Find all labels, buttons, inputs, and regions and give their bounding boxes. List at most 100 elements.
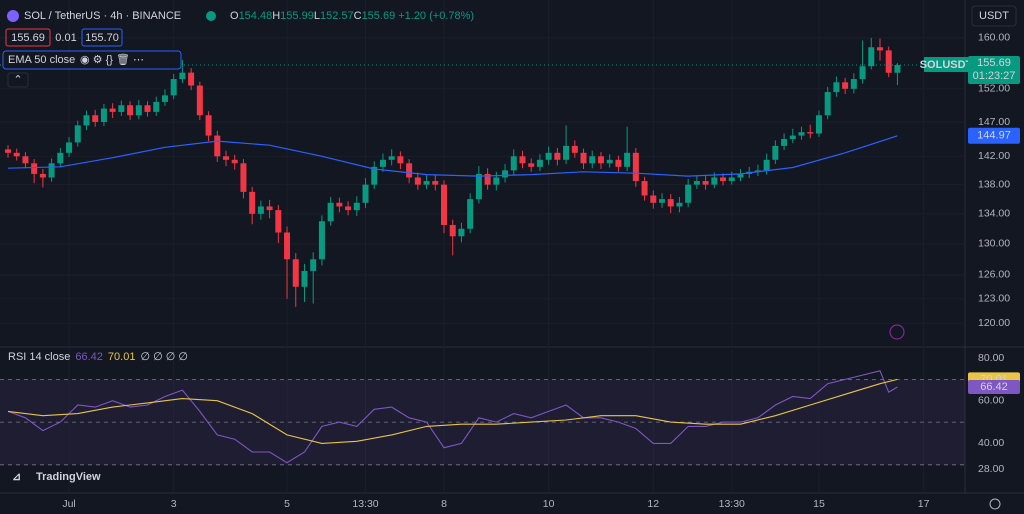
candle-body [842, 82, 849, 89]
currency: USDT [979, 10, 1009, 22]
ohlc-change: +1.20 (+0.78%) [398, 10, 474, 22]
indicator-box[interactable] [2, 50, 182, 70]
y-tick-label: 123.00 [978, 293, 1010, 305]
indicator-icons[interactable]: ◉ ⚙ {} 🗑 ⋯ [80, 53, 144, 66]
candle-body [484, 173, 491, 185]
candle-body [22, 156, 29, 164]
candle-body [624, 152, 631, 167]
candle-body [240, 163, 247, 192]
ema-legend: EMA 50 close [8, 54, 75, 66]
candle-body [467, 199, 474, 229]
candle-body [807, 132, 814, 134]
candle-body [362, 184, 369, 203]
candle-body [519, 156, 526, 164]
candle-body [833, 82, 840, 93]
symbol-tag-label: SOLUSDT [920, 59, 973, 71]
candle-body [379, 159, 386, 167]
rsi-name: RSI 14 close [8, 351, 70, 363]
x-tick-label: Jul [62, 498, 75, 510]
y-tick-label: 134.00 [978, 208, 1010, 220]
bid: 155.69 [11, 32, 45, 44]
x-tick-label: 17 [918, 498, 930, 510]
candle-body [728, 177, 735, 182]
y-tick-label: 142.00 [978, 150, 1010, 162]
ema-line [7, 135, 898, 177]
candle-body [824, 92, 831, 116]
x-tick-label: 15 [813, 498, 825, 510]
collapse-icon: ⌃ [13, 74, 22, 86]
candle-body [580, 152, 587, 164]
ask-box[interactable] [81, 28, 123, 47]
candle-body [196, 85, 203, 116]
currency-box[interactable] [971, 5, 1017, 27]
rsi-line [7, 370, 898, 464]
candle-body [353, 202, 360, 211]
alert-icon[interactable] [889, 324, 905, 340]
candle-body [763, 159, 770, 171]
candle-body [153, 101, 160, 112]
y-tick-label: 120.00 [978, 317, 1010, 329]
candle-body [301, 270, 308, 287]
ohlc-prefix: C [354, 10, 362, 22]
candle-body [327, 202, 334, 222]
candle-body [711, 177, 718, 185]
candle-body [423, 181, 430, 185]
candle-body [781, 138, 788, 146]
candle-body [144, 105, 151, 112]
rsi-tick-label: 60.00 [978, 395, 1004, 407]
candle-body [249, 191, 256, 214]
candle-body [57, 152, 64, 164]
x-tick-label: 8 [441, 498, 447, 510]
y-tick-label: 130.00 [978, 238, 1010, 250]
ohlc-value: 152.57 [320, 10, 354, 22]
candle-body [877, 47, 883, 51]
candle-body [815, 115, 822, 134]
symbol-tag [924, 57, 968, 73]
price-tag [968, 56, 1020, 85]
ema-tag [968, 127, 1020, 144]
ema-tag-label: 144.97 [977, 130, 1011, 142]
candle-body [100, 108, 107, 122]
candle-body [676, 202, 683, 207]
candle-body [13, 152, 20, 157]
candle-body [554, 152, 561, 160]
candle-body [388, 156, 395, 160]
candle-body [284, 232, 291, 260]
ohlc-value: 154.48 [239, 10, 273, 22]
candle-body [894, 65, 901, 73]
candle-body [170, 79, 177, 96]
candle-body [859, 66, 866, 80]
rsi-tick-label: 80.00 [978, 352, 1004, 364]
candle-body [414, 177, 421, 185]
candle-body [292, 259, 299, 287]
candle-body [39, 173, 46, 178]
rsi-line [7, 378, 898, 444]
candle-body [449, 224, 456, 237]
ui: SOL / TetherUS · 4h · BINANCE O154.48H15… [2, 5, 1020, 510]
candle-body [397, 156, 404, 164]
candle-body [615, 159, 622, 167]
candle-body [83, 115, 90, 126]
candle-body [231, 159, 238, 164]
x-tick-label: 3 [171, 498, 177, 510]
logo: TradingView [36, 471, 101, 483]
bid-box[interactable] [5, 28, 51, 47]
candle-body [179, 72, 186, 80]
x-tick-label: 10 [543, 498, 555, 510]
candle-body [502, 170, 509, 178]
candle-body [441, 184, 447, 225]
collapse-btn[interactable] [7, 72, 29, 88]
symbol: SOL / TetherUS · 4h · BINANCE [24, 10, 181, 22]
settings-icon[interactable] [989, 498, 1001, 510]
candle-body [223, 156, 229, 160]
candle-body [5, 149, 11, 153]
candle-body [850, 79, 857, 89]
ohlc-value: 155.99 [280, 10, 314, 22]
candle-body [74, 125, 81, 143]
rsi-tick-label: 40.00 [978, 437, 1004, 449]
candle-body [458, 228, 465, 237]
rsi-tick-label: 28.00 [978, 463, 1004, 475]
x-tick-label: 13:30 [352, 498, 378, 510]
price-tag-label: 155.69 [977, 57, 1011, 69]
candle-body [545, 152, 552, 160]
